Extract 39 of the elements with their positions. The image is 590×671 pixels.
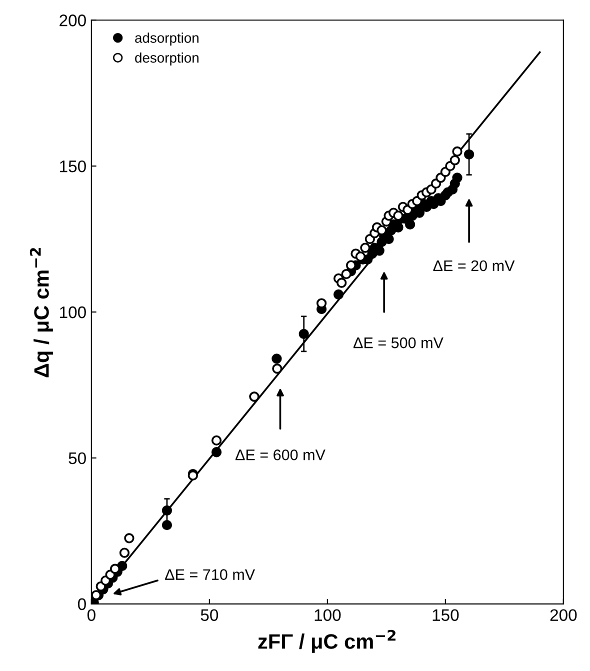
y-tick-label: 50 bbox=[68, 452, 86, 464]
point bbox=[272, 354, 282, 364]
point bbox=[393, 210, 404, 221]
annotation: ΔE = 500 mV bbox=[353, 337, 444, 348]
point bbox=[355, 251, 366, 262]
point bbox=[162, 505, 172, 516]
annotation: ΔE = 20 mV bbox=[433, 260, 515, 272]
legend-label: adsorption bbox=[135, 32, 198, 46]
point bbox=[272, 364, 282, 374]
point bbox=[341, 269, 352, 280]
y-tick-label: 0 bbox=[78, 598, 86, 610]
point bbox=[376, 225, 387, 236]
point bbox=[119, 548, 130, 558]
point bbox=[336, 278, 347, 288]
x-tick-label: 100 bbox=[314, 609, 341, 622]
y-tick-label: 150 bbox=[60, 160, 86, 172]
y-tick-label: 200 bbox=[60, 14, 86, 26]
point bbox=[211, 447, 222, 458]
annotation: ΔE = 600 mV bbox=[235, 449, 326, 460]
legend-label: desorption bbox=[135, 52, 198, 66]
x-tick-label: 200 bbox=[550, 609, 577, 622]
x-tick-label: 0 bbox=[87, 609, 96, 622]
point bbox=[124, 533, 134, 544]
point bbox=[464, 149, 474, 160]
point bbox=[452, 172, 462, 183]
point bbox=[333, 289, 344, 300]
annotation: ΔE = 710 mV bbox=[165, 569, 255, 580]
point bbox=[450, 155, 460, 166]
point bbox=[404, 219, 416, 230]
x-tick-label: 50 bbox=[200, 609, 218, 622]
point bbox=[298, 328, 309, 339]
point bbox=[360, 242, 370, 253]
y-tick-label: 100 bbox=[60, 306, 86, 318]
x-axis-title: zFΓ / μC cm$^{−2}$ bbox=[258, 630, 396, 653]
point bbox=[211, 435, 222, 446]
y-axis-title: Δq / μC cm$^{−2}$ bbox=[30, 248, 54, 378]
point bbox=[452, 146, 462, 157]
point bbox=[162, 520, 172, 530]
x-tick-label: 150 bbox=[432, 609, 459, 622]
